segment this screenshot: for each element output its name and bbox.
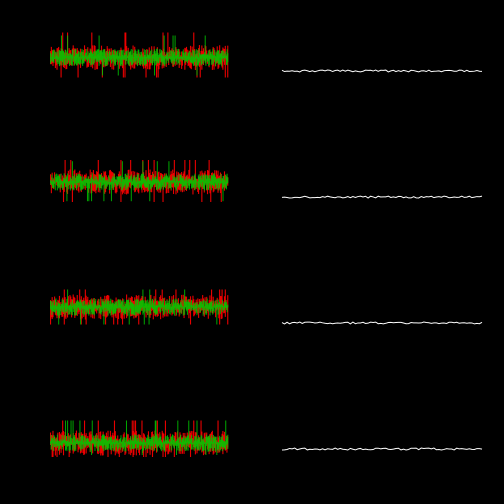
line-subplot-row1	[252, 126, 504, 252]
subplot-panel	[0, 378, 252, 504]
noise-subplot-row3	[0, 378, 252, 504]
flat-line	[282, 196, 482, 198]
line-subplot-row3	[252, 378, 504, 504]
subplot-panel	[252, 378, 504, 504]
flat-line	[282, 322, 482, 324]
line-subplot-row0	[252, 0, 504, 126]
line-subplot-row2	[252, 252, 504, 378]
subplot-panel	[252, 0, 504, 126]
figure-grid	[0, 0, 504, 504]
subplot-panel	[252, 126, 504, 252]
flat-line	[282, 448, 482, 450]
noise-subplot-row2	[0, 252, 252, 378]
subplot-panel	[252, 252, 504, 378]
noise-subplot-row1	[0, 126, 252, 252]
flat-line	[282, 70, 482, 72]
subplot-panel	[0, 126, 252, 252]
subplot-panel	[0, 252, 252, 378]
noise-subplot-row0	[0, 0, 252, 126]
subplot-panel	[0, 0, 252, 126]
